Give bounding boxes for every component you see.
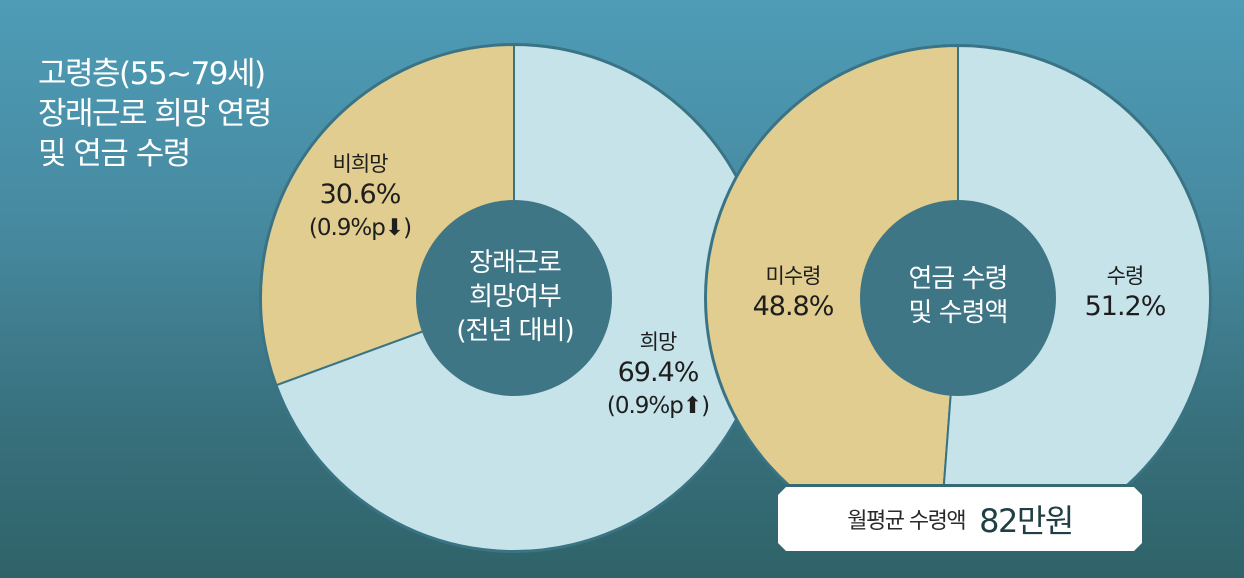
right-donut-center-circle [860,200,1056,396]
left-center-label: 장래근로 희망여부 (전년 대비) [420,246,610,348]
label-received-category: 수령 [1106,264,1145,288]
average-pension-label: 월평균 수령액 [847,509,966,534]
label-hope-category: 희망 [639,330,678,354]
label-not-received-percent: 48.8% [752,291,835,322]
arrow-down-icon: (0.9%p⬇) [308,215,412,241]
label-hope-change: (0.9%p⬆) [578,390,738,422]
label-received: 수령 51.2% [1060,262,1190,324]
right-center-line-2: 및 수령액 [908,298,1009,328]
label-not-received: 미수령 48.8% [728,262,858,324]
average-pension-value: 82만원 [979,502,1074,540]
left-donut-chart [259,43,769,553]
average-pension-box: 월평균 수령액 82만원 [778,487,1142,551]
label-not-received-category: 미수령 [765,264,822,288]
label-no-hope-change: (0.9%p⬇) [284,212,436,244]
left-center-line-1: 장래근로 [469,248,562,278]
label-received-percent: 51.2% [1084,291,1167,322]
right-center-line-1: 연금 수령 [908,264,1009,294]
left-center-line-2: 희망여부 [469,282,562,312]
title-line-1: 고령층(55~79세) [38,56,266,92]
label-hope-percent: 69.4% [617,357,700,388]
label-hope: 희망 69.4% (0.9%p⬆) [578,328,738,422]
title-line-2: 장래근로 희망 연령 [38,96,272,132]
label-no-hope-category: 비희망 [332,152,389,176]
left-donut-center-circle [416,200,612,396]
right-donut-slice-0 [705,44,959,484]
chart-title: 고령층(55~79세) 장래근로 희망 연령 및 연금 수령 [38,54,272,174]
title-line-3: 및 연금 수령 [38,136,191,172]
left-center-line-3: (전년 대비) [456,316,574,346]
label-no-hope: 비희망 30.6% (0.9%p⬇) [284,150,436,244]
label-no-hope-percent: 30.6% [319,179,402,210]
arrow-up-icon: (0.9%p⬆) [606,393,710,419]
right-donut-chart [704,44,1212,484]
right-center-label: 연금 수령 및 수령액 [863,262,1053,330]
